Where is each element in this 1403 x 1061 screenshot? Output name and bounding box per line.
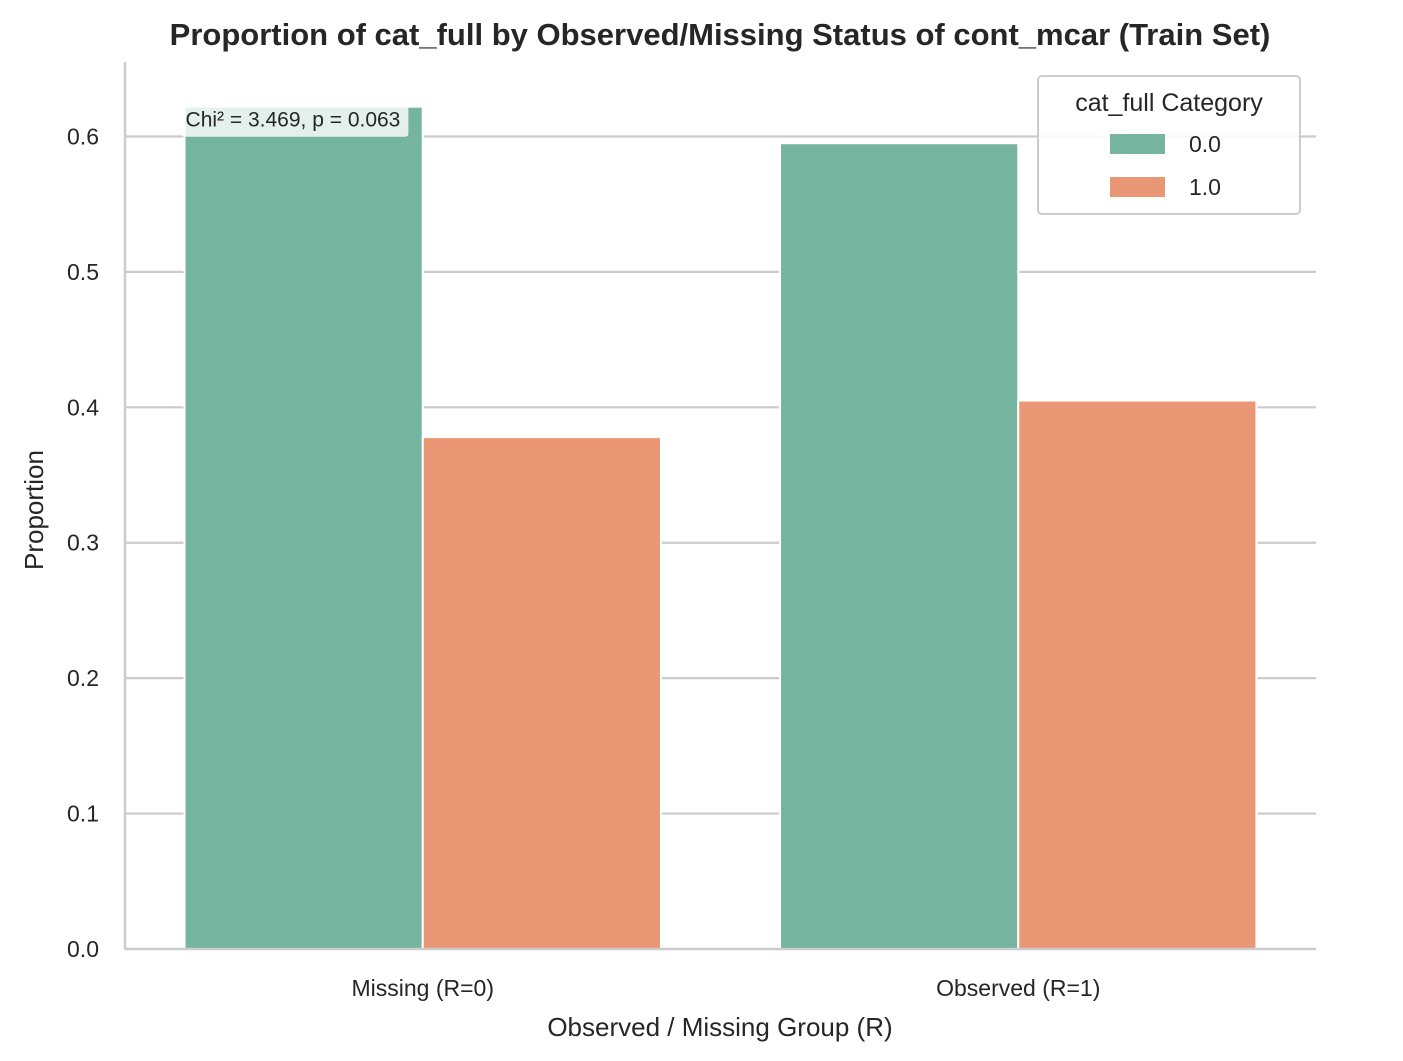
legend-title: cat_full Category bbox=[1075, 89, 1263, 117]
y-tick-label: 0.4 bbox=[67, 394, 99, 420]
y-tick-label: 0.1 bbox=[67, 801, 99, 827]
bar-cat-0-missing bbox=[183, 105, 424, 951]
y-tick-label: 0.5 bbox=[67, 259, 99, 285]
bar-cat-1-missing bbox=[421, 436, 662, 950]
bars bbox=[183, 105, 1258, 951]
axes bbox=[123, 62, 1316, 951]
y-tick-label: 0.3 bbox=[67, 530, 99, 556]
x-tick-labels: Missing (R=0) Observed (R=1) bbox=[351, 975, 1100, 1001]
x-tick-label: Observed (R=1) bbox=[936, 975, 1100, 1001]
x-tick-label: Missing (R=0) bbox=[351, 975, 494, 1001]
legend-entry: 1.0 bbox=[1189, 174, 1221, 200]
y-tick-labels: 0.0 0.1 0.2 0.3 0.4 0.5 0.6 bbox=[67, 123, 99, 962]
bar-cat-0-observed bbox=[779, 142, 1020, 951]
y-axis-label: Proportion bbox=[19, 450, 49, 570]
legend-entry: 0.0 bbox=[1189, 131, 1221, 157]
annotation-text: Chi² = 3.469, p = 0.063 bbox=[186, 109, 401, 132]
legend-frame bbox=[1037, 75, 1301, 215]
y-tick-label: 0.0 bbox=[67, 936, 99, 962]
chart-title: Proportion of cat_full by Observed/Missi… bbox=[170, 17, 1271, 52]
y-tick-label: 0.6 bbox=[67, 123, 99, 149]
chi-square-annotation: Chi² = 3.469, p = 0.063 bbox=[181, 104, 409, 137]
legend-swatch bbox=[1110, 177, 1165, 197]
y-tick-label: 0.2 bbox=[67, 665, 99, 691]
legend: cat_full Category 0.0 1.0 bbox=[1037, 75, 1301, 215]
bar-cat-1-observed bbox=[1017, 399, 1258, 950]
annotation-background bbox=[181, 104, 409, 137]
legend-swatch bbox=[1110, 134, 1165, 154]
x-axis-label: Observed / Missing Group (R) bbox=[547, 1012, 892, 1042]
